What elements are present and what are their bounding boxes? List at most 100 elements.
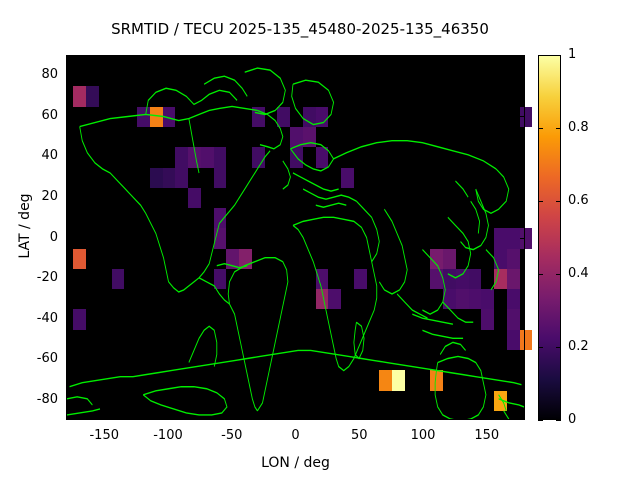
heatmap-cell [494,390,507,411]
x-tick-mark [104,55,106,60]
heatmap-cell [213,147,227,168]
heatmap-cell [175,147,189,168]
heatmap-cell [379,370,393,391]
heatmap-cell [506,289,520,310]
heatmap-cell [519,228,533,249]
heatmap-cell [519,329,533,351]
x-tick-mark [486,415,488,420]
heatmap-cell [468,268,482,290]
heatmap-cell [213,167,227,188]
heatmap-cell [443,268,456,290]
heatmap-cell [455,289,469,310]
heatmap-cell [162,106,176,127]
y-tick-label: 0 [49,229,58,245]
x-tick-mark [423,55,424,60]
heatmap-cell [468,289,482,310]
colorbar-tick-label: 0 [568,412,577,427]
map-heatmap-panel [66,55,533,420]
y-tick-mark [66,399,71,401]
y-tick-label: 80 [41,67,58,83]
heatmap-cell [149,167,163,188]
colorbar-tick-mark [556,201,561,202]
heatmap-cell [277,106,291,127]
colorbar-tick-mark [538,128,543,129]
x-tick-mark [168,55,169,60]
heatmap-cell [455,268,469,290]
heatmap-cells-layer [67,56,533,419]
page-title: SRMTID / TECU 2025-135_45480-2025-135_46… [111,20,489,38]
heatmap-cell [200,147,214,168]
heatmap-cell [175,167,189,188]
x-tick-label: 150 [474,428,500,443]
colorbar-tick-mark [538,274,543,275]
colorbar-tick-mark [556,274,561,275]
y-tick-mark [66,156,71,158]
colorbar-tick-label: 0.4 [568,266,589,281]
colorbar-tick-mark [556,55,561,56]
y-tick-mark [66,318,71,320]
colorbar-tick-mark [538,55,543,56]
y-tick-label: 40 [41,148,58,164]
colorbar-tick-label: 1 [568,47,577,62]
heatmap-cell [506,248,520,269]
heatmap-cell [188,147,201,168]
y-tick-mark [66,196,71,198]
heatmap-cell [302,106,316,127]
y-tick-mark [66,115,71,117]
x-tick-label: 50 [350,428,368,443]
heatmap-cell [111,268,125,290]
y-tick-mark [520,399,525,401]
y-tick-mark [520,237,525,239]
heatmap-cell [353,268,367,290]
heatmap-cell [494,228,507,249]
y-tick-label: 20 [41,188,58,204]
colorbar-tick-label: 0.8 [568,120,589,135]
heatmap-cell [73,86,87,107]
coastline-layer [67,67,524,419]
heatmap-cell [494,248,507,269]
colorbar-tick-mark [556,128,561,129]
colorbar-tick-label: 0.6 [568,193,589,208]
y-tick-mark [520,318,525,320]
x-tick-label: -150 [89,428,119,443]
y-tick-mark [520,75,525,77]
heatmap-cell [430,248,444,269]
colorbar-tick-label: 0.2 [568,339,589,354]
heatmap-cell [315,106,329,127]
colorbar-tick-mark [556,420,561,421]
y-tick-mark [66,359,71,361]
y-tick-mark [520,359,525,361]
colorbar-gradient [539,56,560,419]
colorbar-tick-mark [538,420,543,421]
heatmap-cell [226,248,240,269]
y-tick-mark [520,278,525,280]
heatmap-cell [392,370,405,391]
x-tick-mark [231,55,233,60]
colorbar-tick-mark [538,201,543,202]
heatmap-cell [341,167,354,188]
y-tick-label: -60 [36,351,58,367]
heatmap-cell [290,126,303,148]
heatmap-cell [519,106,533,127]
y-axis-title: LAT / deg [17,193,33,259]
heatmap-cell [162,167,176,188]
x-tick-mark [295,415,297,420]
y-tick-label: -20 [36,270,58,286]
y-tick-label: -80 [36,391,58,407]
x-tick-mark [486,55,488,60]
heatmap-cell [506,228,520,249]
x-tick-mark [359,55,361,60]
x-tick-mark [295,55,297,60]
y-tick-mark [66,278,71,280]
heatmap-cell [73,248,87,269]
heatmap-cell [188,187,201,209]
heatmap-cell [73,309,87,330]
heatmap-cell [302,126,316,148]
y-tick-label: 60 [41,107,58,123]
heatmap-cell [328,289,342,310]
heatmap-cell [481,309,495,330]
heatmap-cell [86,86,99,107]
y-tick-label: -40 [36,310,58,326]
heatmap-cell [443,289,456,310]
